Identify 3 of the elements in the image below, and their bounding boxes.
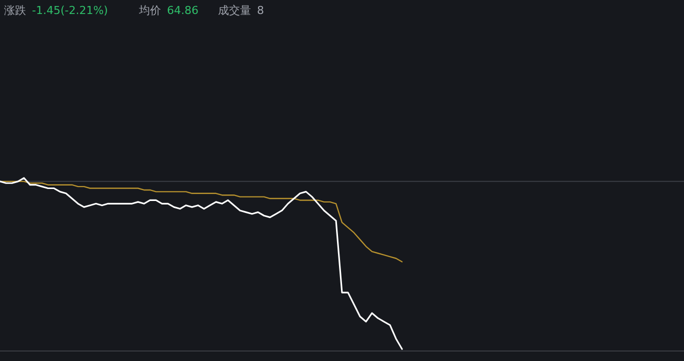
text: 成交量 8 xyxy=(218,4,264,17)
text: 均价 64.86 xyxy=(138,4,198,17)
text: 涨跌 -1.45(-2.21%) xyxy=(4,4,108,17)
